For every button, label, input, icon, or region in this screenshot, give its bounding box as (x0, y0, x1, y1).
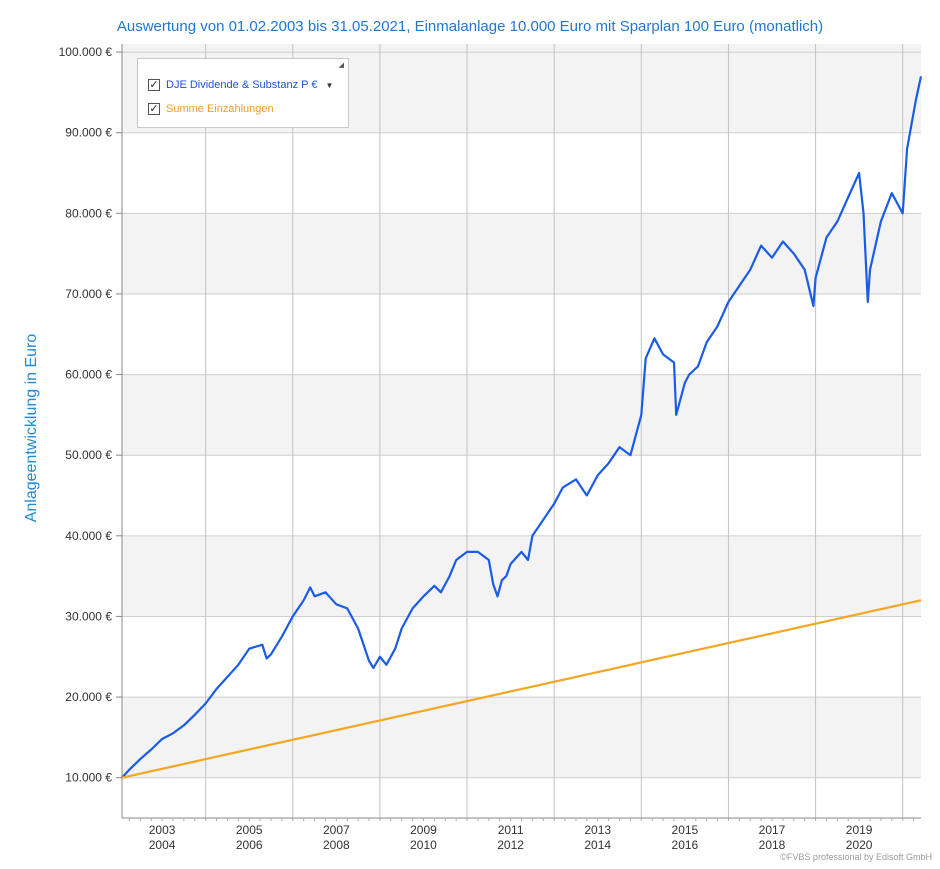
x-tick-label: 2013 (584, 823, 611, 837)
y-tick-label: 20.000 € (65, 690, 112, 704)
x-tick-label: 2015 (672, 823, 699, 837)
x-tick-label: 2010 (410, 838, 437, 852)
y-tick-label: 80.000 € (65, 206, 112, 220)
y-tick-label: 60.000 € (65, 368, 112, 382)
legend-label-fund: DJE Dividende & Substanz P € (166, 79, 318, 91)
series-line-deposits (121, 599, 922, 779)
x-tick-label: 2007 (323, 823, 350, 837)
legend-label-deposits: Summe Einzahlungen (166, 103, 274, 115)
chart-legend: ◢ ✓ DJE Dividende & Substanz P € ▼ ✓ Sum… (137, 58, 349, 128)
x-tick-label: 2011 (498, 823, 524, 837)
x-tick-label: 2020 (846, 838, 873, 852)
legend-item-deposits[interactable]: ✓ Summe Einzahlungen (148, 103, 274, 115)
x-tick-label: 2019 (846, 823, 873, 837)
checkbox-icon[interactable]: ✓ (148, 79, 160, 91)
legend-item-fund[interactable]: ✓ DJE Dividende & Substanz P € ▼ (148, 79, 333, 91)
dropdown-caret-icon[interactable]: ▼ (325, 80, 334, 90)
y-tick-label: 70.000 € (65, 287, 112, 301)
y-tick-label: 40.000 € (65, 529, 112, 543)
x-tick-label: 2016 (672, 838, 699, 852)
grid-band (122, 697, 921, 778)
y-tick-label: 30.000 € (65, 609, 112, 623)
x-tick-label: 2012 (497, 838, 524, 852)
x-tick-label: 2008 (323, 838, 350, 852)
grid-band (122, 535, 921, 617)
grid-band (122, 213, 921, 294)
y-tick-label: 10.000 € (65, 771, 112, 785)
copyright-note: ©FVBS professional by Edisoft GmbH (780, 852, 932, 862)
x-tick-label: 2006 (236, 838, 263, 852)
y-tick-label: 90.000 € (65, 126, 112, 140)
grid-band (122, 374, 921, 456)
y-tick-label: 100.000 € (59, 45, 113, 59)
legend-resize-icon[interactable]: ◢ (338, 62, 344, 69)
series-line-fund (121, 76, 923, 779)
chart-title: Auswertung von 01.02.2003 bis 31.05.2021… (116, 18, 824, 35)
x-tick-label: 2014 (584, 838, 611, 852)
x-tick-label: 2003 (149, 823, 176, 837)
x-tick-label: 2018 (759, 838, 786, 852)
x-tick-label: 2004 (149, 838, 176, 852)
grid-band (122, 44, 921, 53)
x-tick-label: 2017 (759, 823, 786, 837)
y-tick-label: 50.000 € (65, 448, 112, 462)
x-tick-label: 2005 (236, 823, 263, 837)
x-tick-label: 2009 (410, 823, 437, 837)
checkbox-icon[interactable]: ✓ (148, 103, 160, 115)
